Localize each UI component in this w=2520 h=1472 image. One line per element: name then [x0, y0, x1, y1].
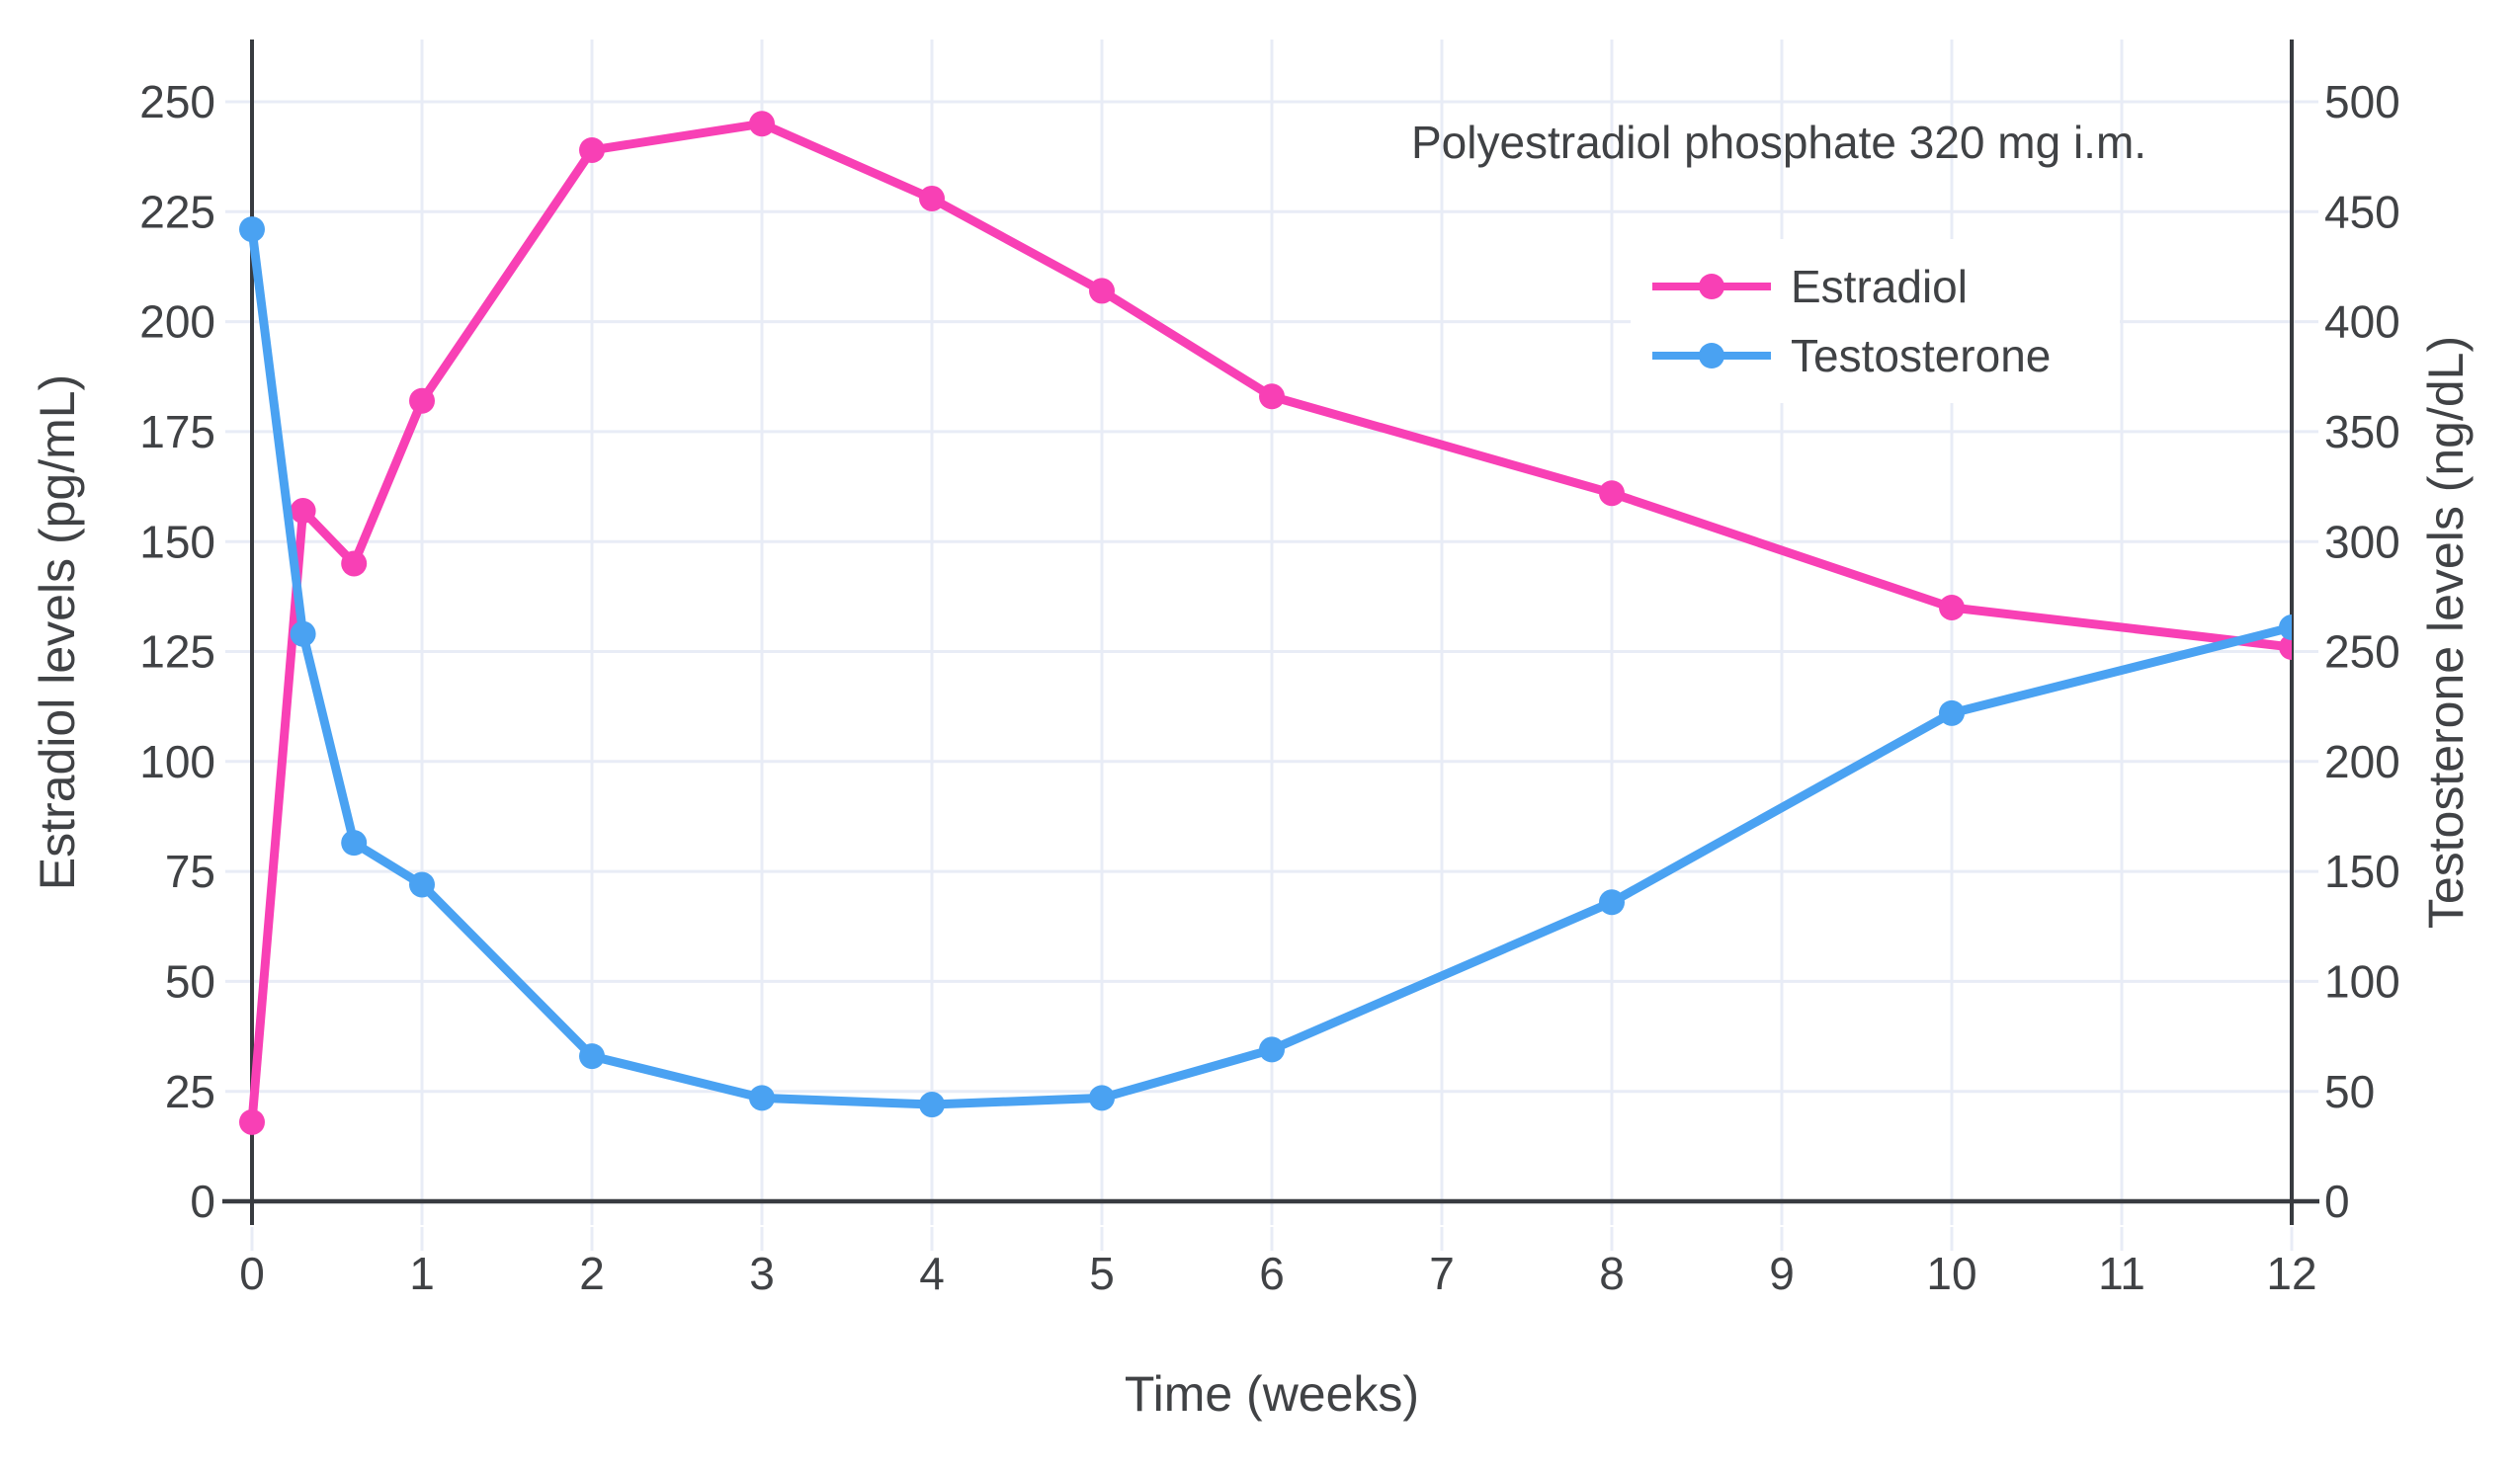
x-axis-tick-label: 12: [2266, 1248, 2316, 1299]
x-axis-tick-label: 2: [579, 1248, 605, 1299]
data-point-testosterone[interactable]: [1089, 1085, 1115, 1111]
data-point-estradiol[interactable]: [409, 387, 435, 414]
right-axis-tick-label: 500: [2324, 76, 2400, 127]
data-point-testosterone[interactable]: [239, 216, 265, 243]
x-axis-title: Time (weeks): [1125, 1366, 1419, 1422]
data-point-testosterone[interactable]: [1599, 889, 1625, 916]
series-estradiol: [239, 111, 2305, 1135]
series-layer: [239, 111, 2305, 1135]
legend-label: Estradiol: [1791, 261, 1968, 312]
right-axis-tick-label: 100: [2324, 956, 2400, 1008]
data-point-estradiol[interactable]: [290, 498, 316, 525]
data-point-estradiol[interactable]: [919, 185, 945, 211]
left-axis-tick-label: 0: [190, 1176, 215, 1227]
legend: Estradiol Testosterone: [1631, 239, 2120, 403]
data-point-estradiol[interactable]: [2279, 634, 2305, 661]
data-point-testosterone[interactable]: [1939, 699, 1965, 726]
x-axis-tick-label: 6: [1259, 1248, 1285, 1299]
data-point-testosterone[interactable]: [290, 620, 316, 647]
left-axis-tick-label: 50: [165, 956, 215, 1008]
data-point-estradiol[interactable]: [1089, 278, 1115, 304]
left-axis-tick-label: 125: [139, 626, 215, 678]
data-point-estradiol[interactable]: [1599, 480, 1625, 507]
data-point-testosterone[interactable]: [579, 1043, 605, 1070]
data-point-estradiol[interactable]: [749, 111, 775, 137]
legend-label: Testosterone: [1791, 330, 2051, 381]
right-axis-tick-label: 400: [2324, 296, 2400, 348]
x-axis-tick-label: 9: [1769, 1248, 1795, 1299]
left-axis-tick-label: 175: [139, 406, 215, 457]
x-axis-tick-label: 8: [1599, 1248, 1625, 1299]
x-axis-tick-label: 5: [1089, 1248, 1115, 1299]
right-axis-tick-label: 450: [2324, 186, 2400, 237]
left-axis-tick-label: 100: [139, 736, 215, 787]
left-axis-tick-label: 250: [139, 76, 215, 127]
data-point-estradiol[interactable]: [341, 550, 368, 577]
x-axis-tick-label: 10: [1926, 1248, 1976, 1299]
x-axis-tick-label: 1: [409, 1248, 435, 1299]
right-axis-tick-label: 50: [2324, 1066, 2375, 1117]
data-point-testosterone[interactable]: [409, 871, 435, 898]
gridlines: [252, 40, 2292, 1225]
left-axis-tick-label: 75: [165, 846, 215, 897]
data-point-testosterone[interactable]: [341, 830, 368, 857]
annotation-drug-label: Polyestradiol phosphate 320 mg i.m.: [1411, 117, 2146, 168]
right-axis-tick-label: 0: [2324, 1176, 2350, 1227]
data-point-testosterone[interactable]: [919, 1092, 945, 1118]
legend-marker-dot: [1699, 274, 1724, 299]
tick-marks: [225, 100, 2318, 1251]
legend-marker-dot: [1699, 343, 1724, 368]
data-point-estradiol[interactable]: [239, 1108, 265, 1135]
right-axis-title: Testosterone levels (ng/dL): [2418, 336, 2474, 929]
x-axis-tick-label: 11: [2098, 1248, 2145, 1299]
series-testosterone: [239, 216, 2305, 1118]
left-axis-title: Estradiol levels (pg/mL): [30, 374, 85, 890]
right-axis-tick-label: 200: [2324, 736, 2400, 787]
left-axis-tick-label: 200: [139, 296, 215, 348]
data-point-testosterone[interactable]: [1259, 1036, 1285, 1063]
x-axis-tick-label: 0: [239, 1248, 265, 1299]
legend-item-testosterone[interactable]: Testosterone: [1652, 330, 2051, 381]
x-axis-tick-label: 3: [749, 1248, 775, 1299]
x-axis-tick-label: 7: [1429, 1248, 1455, 1299]
right-axis-tick-label: 250: [2324, 626, 2400, 678]
right-axis-tick-label: 300: [2324, 516, 2400, 567]
legend-background: [1631, 239, 2120, 403]
data-point-testosterone[interactable]: [2279, 614, 2305, 641]
x-axis-tick-label: 4: [919, 1248, 945, 1299]
right-axis-tick-label: 150: [2324, 846, 2400, 897]
right-axis-tick-label: 350: [2324, 406, 2400, 457]
data-point-estradiol[interactable]: [579, 136, 605, 163]
data-point-estradiol[interactable]: [1939, 594, 1965, 620]
left-axis-tick-label: 150: [139, 516, 215, 567]
left-axis-tick-label: 225: [139, 186, 215, 237]
legend-item-estradiol[interactable]: Estradiol: [1652, 261, 1968, 312]
series-line-testosterone: [247, 224, 2292, 1109]
data-point-testosterone[interactable]: [749, 1085, 775, 1111]
left-axis-tick-label: 25: [165, 1066, 215, 1117]
data-point-estradiol[interactable]: [1259, 383, 1285, 410]
